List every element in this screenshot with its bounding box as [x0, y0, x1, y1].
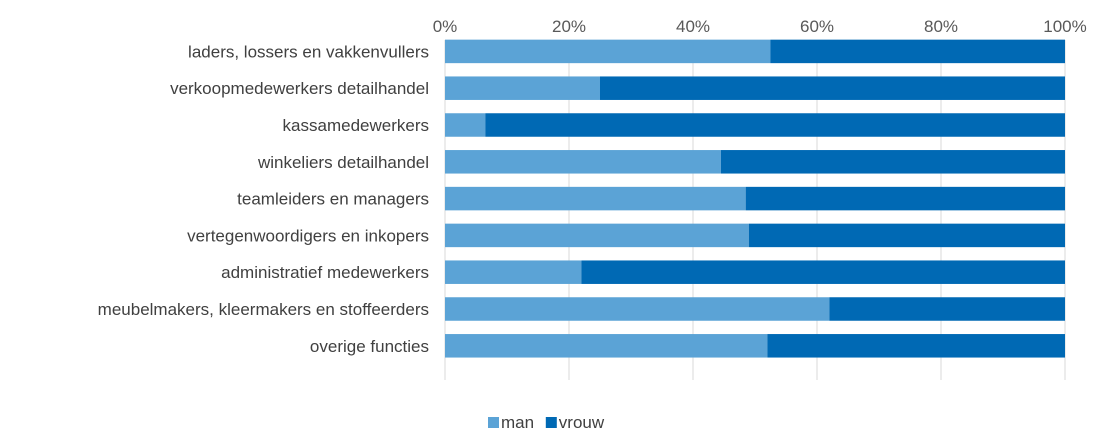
bar-man [445, 150, 721, 174]
category-label: administratief medewerkers [221, 263, 429, 282]
category-label: kassamedewerkers [283, 116, 429, 135]
x-tick-label: 40% [676, 17, 710, 36]
bar-vrouw [720, 150, 1065, 174]
bar-vrouw [581, 260, 1065, 284]
bar-vrouw [770, 39, 1065, 64]
bar-vrouw [485, 113, 1065, 137]
category-label: vertegenwoordigers en inkopers [187, 226, 429, 245]
category-label: laders, lossers en vakkenvullers [188, 42, 429, 61]
bar-man [445, 223, 749, 248]
bar-man [445, 186, 746, 211]
legend-label-man: man [501, 413, 534, 432]
legend-label-vrouw: vrouw [559, 413, 605, 432]
x-axis-ticks: 0% 20% 40% 60% 80% 100% [433, 17, 1087, 36]
x-tick-label: 60% [800, 17, 834, 36]
bar-man [445, 260, 582, 284]
bar-man [445, 113, 486, 137]
x-tick-label: 0% [433, 17, 458, 36]
bar-vrouw [600, 76, 1065, 100]
bar-vrouw [748, 223, 1065, 248]
category-labels: laders, lossers en vakkenvullers verkoopm… [98, 42, 429, 355]
x-tick-label: 20% [552, 17, 586, 36]
bars [445, 39, 1065, 358]
category-label: meubelmakers, kleermakers en stoffeerder… [98, 300, 429, 319]
bar-man [445, 76, 600, 100]
category-label: winkeliers detailhandel [257, 153, 429, 172]
bar-man [445, 297, 830, 321]
category-label: teamleiders en managers [237, 190, 429, 209]
category-label: verkoopmedewerkers detailhandel [170, 79, 429, 98]
x-tick-label: 100% [1043, 17, 1086, 36]
legend: man vrouw [488, 413, 605, 432]
bar-man [445, 334, 768, 358]
legend-swatch-vrouw [545, 417, 557, 428]
bar-vrouw [829, 297, 1065, 321]
bar-vrouw [745, 186, 1065, 211]
bar-man [445, 39, 771, 64]
x-tick-label: 80% [924, 17, 958, 36]
legend-swatch-man [488, 417, 499, 428]
category-label: overige functies [310, 337, 429, 356]
bar-vrouw [767, 334, 1065, 358]
